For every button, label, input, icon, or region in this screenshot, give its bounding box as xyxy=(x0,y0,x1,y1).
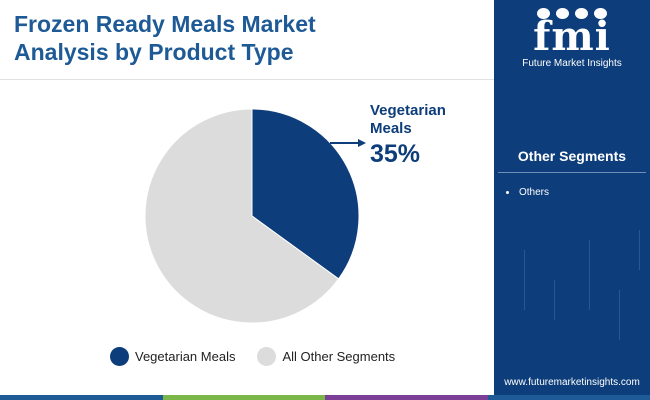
pie-slice-vegetarian-meals xyxy=(251,108,360,280)
legend-item-all-other-segments: All Other Segments xyxy=(257,347,395,366)
segments-list: Others xyxy=(498,187,646,198)
pie-slice-all-other-segments xyxy=(144,108,340,324)
bar-segment xyxy=(0,395,163,400)
legend-item-vegetarian-meals: Vegetarian Meals xyxy=(110,347,235,366)
globe-icon xyxy=(537,8,550,19)
brand-logo: fmi Future Market Insights xyxy=(494,0,650,74)
brand-icons xyxy=(494,8,650,19)
callout-arrow-icon xyxy=(358,139,366,147)
bar-segment xyxy=(325,395,488,400)
other-segments-panel: Other Segments Others xyxy=(498,148,646,198)
chart-icon xyxy=(575,8,588,19)
website-url[interactable]: www.futuremarketinsights.com xyxy=(504,377,640,388)
callout-value: 35% xyxy=(370,140,421,168)
brand-name: Future Market Insights xyxy=(522,58,622,69)
callout-category-line-1: Vegetarian xyxy=(370,102,446,119)
chart-panel: Frozen Ready Meals Market Analysis by Pr… xyxy=(0,10,494,366)
legend: Vegetarian Meals All Other Segments xyxy=(110,347,417,366)
segment-label: Others xyxy=(519,187,550,198)
people-icon xyxy=(594,8,607,19)
pie-chart xyxy=(144,108,366,324)
legend-swatch xyxy=(110,347,129,366)
page-title: Frozen Ready Meals Market Analysis by Pr… xyxy=(14,10,484,66)
segments-title: Other Segments xyxy=(498,148,646,173)
brand-mark: fmi xyxy=(533,13,611,60)
bar-segment xyxy=(487,395,650,400)
bottom-color-bar xyxy=(0,395,650,400)
bar-segment xyxy=(162,395,325,400)
lightbulb-icon xyxy=(556,8,569,19)
legend-label: Vegetarian Meals xyxy=(135,349,236,364)
title-line-1: Frozen Ready Meals Market xyxy=(14,11,316,37)
list-item: Others xyxy=(506,187,646,198)
title-line-2: Analysis by Product Type xyxy=(14,39,294,65)
title-divider xyxy=(0,79,494,80)
legend-label: All Other Segments xyxy=(282,349,396,364)
bullet-icon xyxy=(506,191,509,194)
callout-category-line-2: Meals xyxy=(370,120,412,137)
sidebar: fmi Future Market Insights Other Segment… xyxy=(494,0,650,400)
legend-swatch xyxy=(257,347,277,366)
pie-callout: Vegetarian Meals 35% xyxy=(370,102,446,169)
